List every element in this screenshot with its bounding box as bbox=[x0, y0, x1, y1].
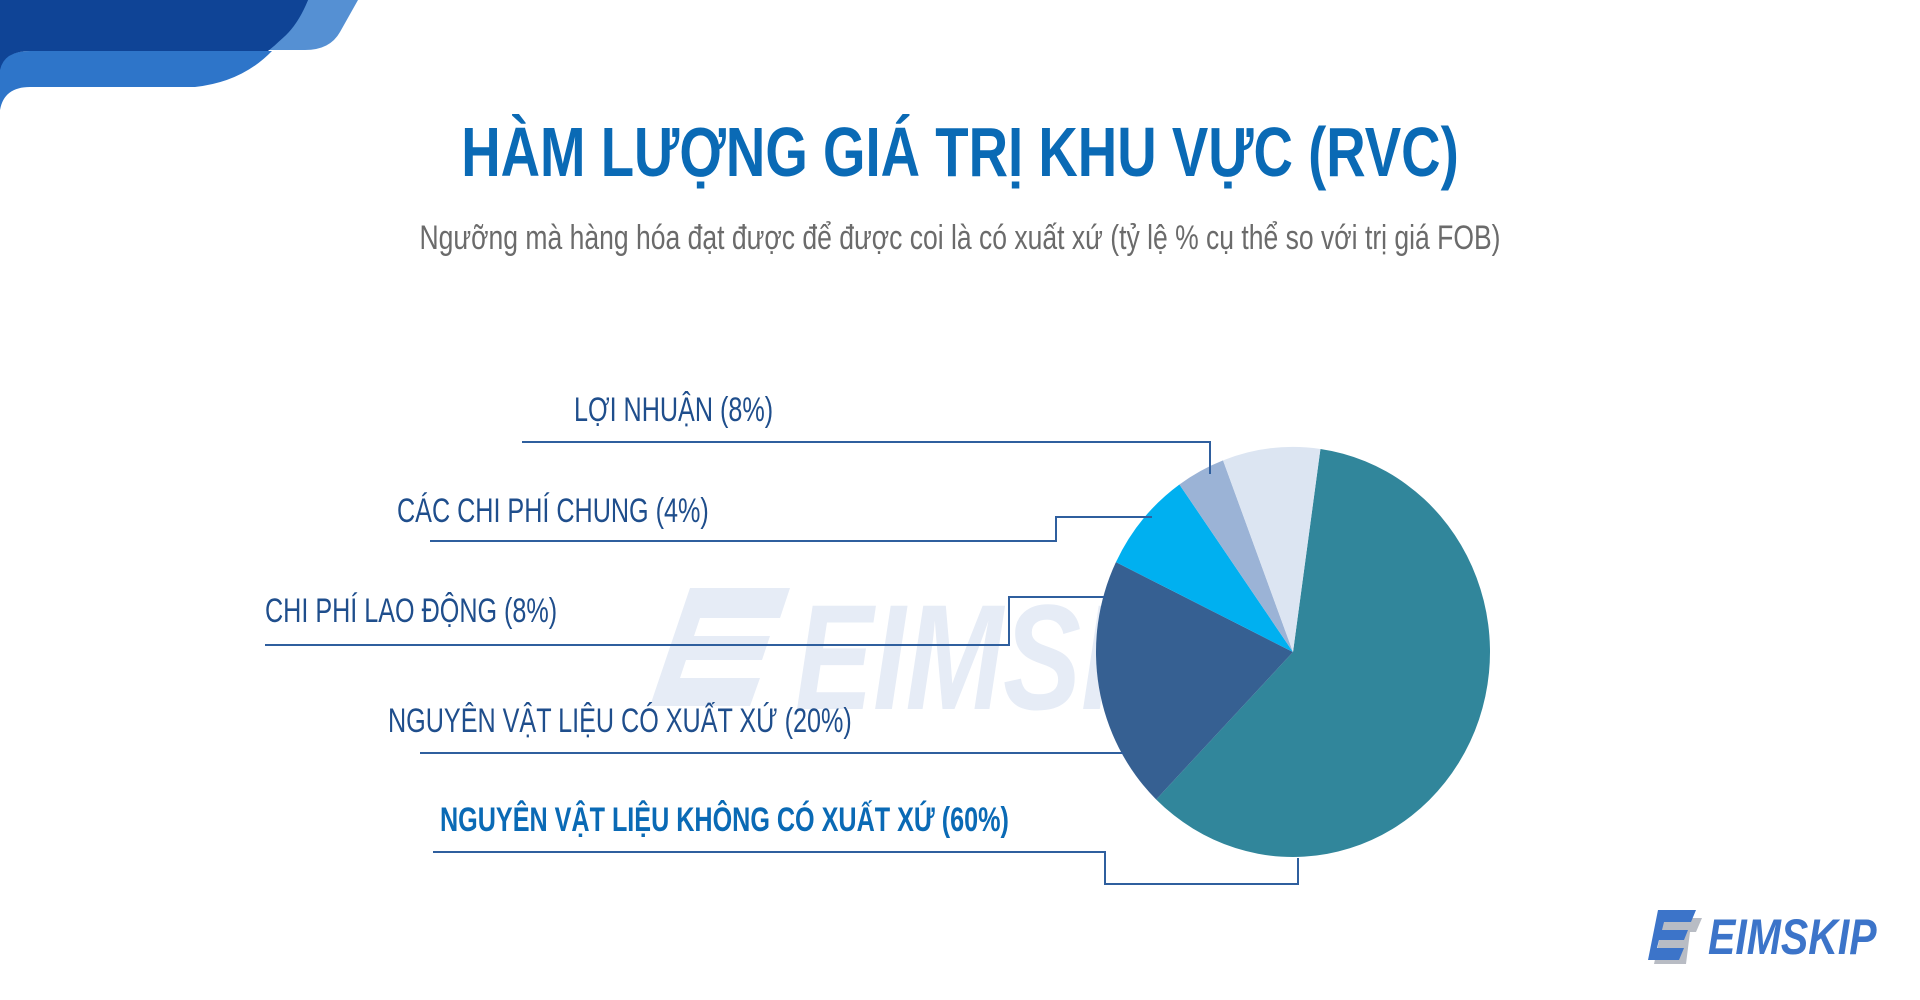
label-originating-materials: NGUYÊN VẬT LIỆU CÓ XUẤT XỨ (20%) bbox=[388, 702, 852, 740]
header-banner-decoration bbox=[0, 0, 358, 110]
leader-line-profit bbox=[522, 441, 1211, 474]
label-profit: LỢI NHUẬN (8%) bbox=[574, 391, 774, 429]
slice-non-originating-materials bbox=[1156, 448, 1491, 858]
leader-line-non-originating-materials bbox=[433, 851, 1299, 885]
eimskip-logo: EIMSKIP bbox=[1644, 908, 1894, 968]
page-subtitle: Ngưỡng mà hàng hóa đạt được để được coi … bbox=[419, 219, 1501, 257]
slice-overhead bbox=[1179, 460, 1293, 652]
slice-profit bbox=[1223, 447, 1321, 652]
banner-dark-fill bbox=[0, 0, 308, 70]
label-overhead: CÁC CHI PHÍ CHUNG (4%) bbox=[397, 492, 709, 530]
logo-text: EIMSKIP bbox=[1708, 909, 1877, 965]
page-title: HÀM LƯỢNG GIÁ TRỊ KHU VỰC (RVC) bbox=[461, 113, 1459, 191]
slice-originating-materials bbox=[1096, 562, 1293, 800]
leader-line-labor bbox=[265, 596, 1106, 646]
eimskip-e-icon bbox=[1648, 910, 1702, 964]
pie-slices bbox=[1096, 447, 1491, 858]
label-labor: CHI PHÍ LAO ĐỘNG (8%) bbox=[265, 592, 558, 630]
label-non-originating-materials: NGUYÊN VẬT LIỆU KHÔNG CÓ XUẤT XỨ (60%) bbox=[440, 801, 1009, 839]
banner-mid-layer bbox=[0, 51, 272, 110]
leader-line-overhead bbox=[430, 516, 1152, 542]
slice-labor bbox=[1115, 484, 1293, 652]
